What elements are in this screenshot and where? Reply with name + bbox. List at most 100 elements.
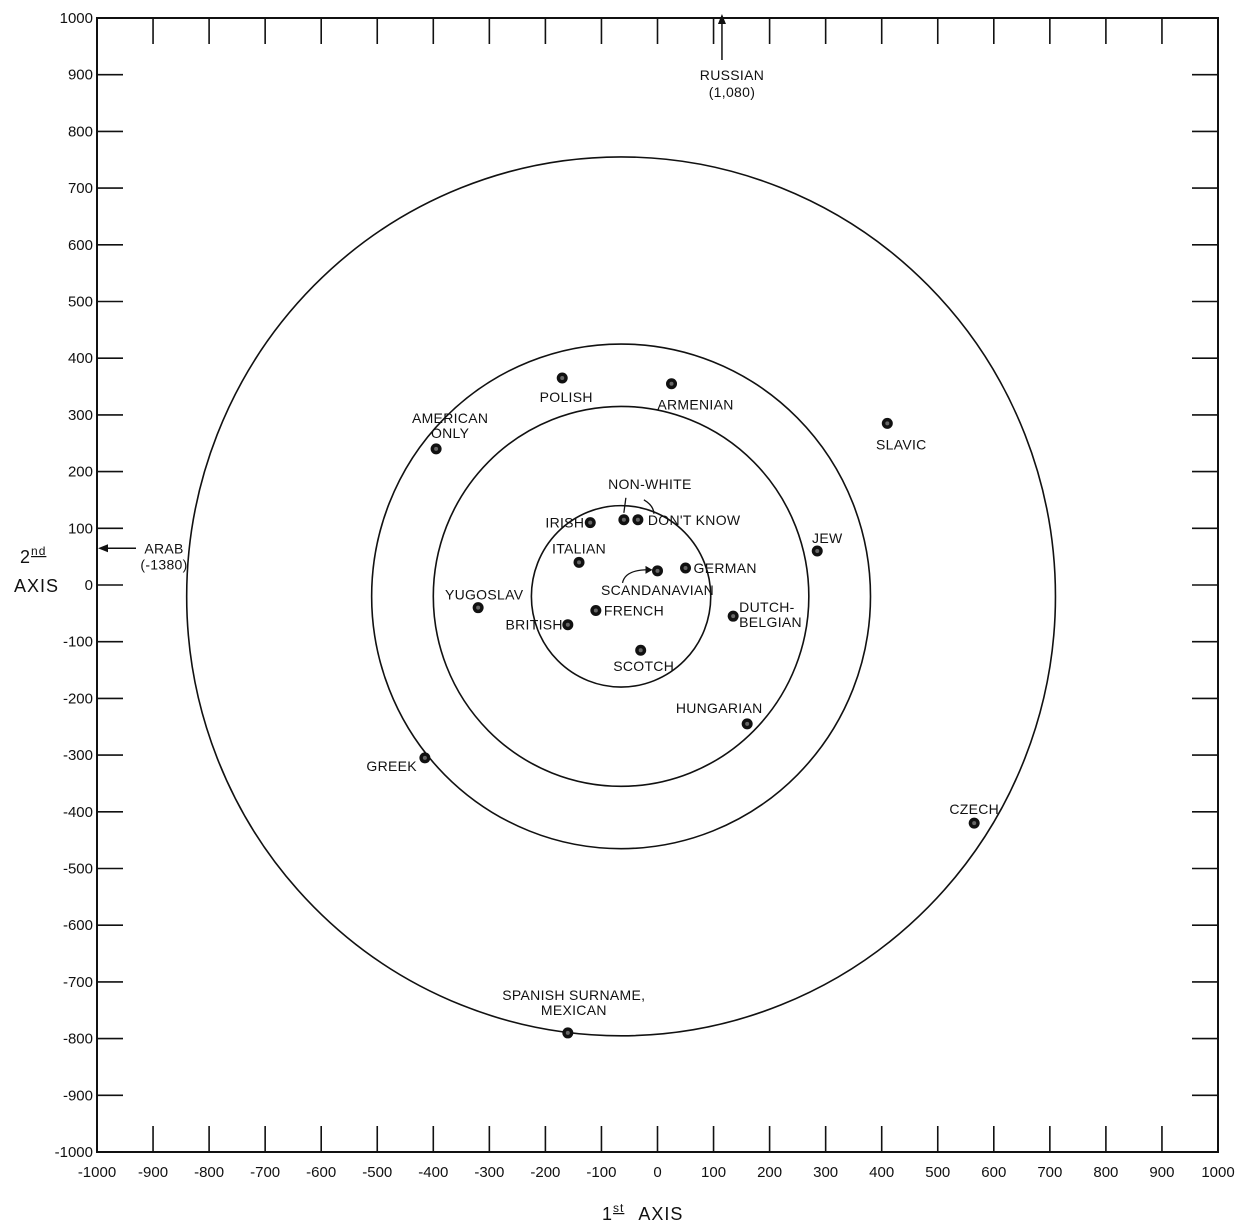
offscale-label: RUSSIAN (1,080) xyxy=(700,67,764,100)
data-point-center xyxy=(669,381,674,386)
y-tick-label: -400 xyxy=(63,804,93,821)
y-tick-label: 400 xyxy=(68,350,93,367)
x-tick-label: -400 xyxy=(418,1164,448,1181)
x-tick-label: 0 xyxy=(653,1164,661,1181)
x-tick-label: 1000 xyxy=(1201,1164,1234,1181)
data-point-center xyxy=(655,568,660,573)
y-axis-title-sup: nd xyxy=(31,544,46,558)
y-tick-label: -100 xyxy=(63,634,93,651)
data-point-group: GERMAN xyxy=(680,560,757,576)
y-tick-label: -300 xyxy=(63,747,93,764)
point-label: NON-WHITE xyxy=(608,476,692,492)
x-tick-label: 100 xyxy=(701,1164,726,1181)
data-point-center xyxy=(745,721,750,726)
point-label: BRITISH xyxy=(505,617,562,633)
y-tick-label: 300 xyxy=(68,407,93,424)
x-axis-title-main: 1 xyxy=(602,1204,613,1224)
offscale-label-line: RUSSIAN xyxy=(700,67,764,83)
point-label: GERMAN xyxy=(694,560,757,576)
point-label: ITALIAN xyxy=(552,540,606,556)
leader-arrowhead xyxy=(645,565,653,574)
data-point-group: YUGOSLAV xyxy=(445,587,524,614)
data-point-group: SLAVIC xyxy=(876,417,927,452)
x-tick-label: -100 xyxy=(586,1164,616,1181)
point-label-line: ONLY xyxy=(431,425,470,441)
data-point-center xyxy=(621,517,626,522)
point-label: IRISH xyxy=(545,515,584,531)
offscale-label-line: (1,080) xyxy=(709,84,755,100)
point-label: POLISH xyxy=(540,389,593,405)
point-label-line: BELGIAN xyxy=(739,614,802,630)
point-label-line: BRITISH xyxy=(505,617,562,633)
point-label: CZECH xyxy=(949,801,999,817)
y-axis-ticks: 10009008007006005004003002001000-100-200… xyxy=(55,10,1218,1161)
point-label-line: GREEK xyxy=(366,758,417,774)
data-point-group: HUNGARIAN xyxy=(676,700,762,730)
x-tick-label: 600 xyxy=(981,1164,1006,1181)
data-point-group: GREEK xyxy=(366,752,431,774)
y-tick-label: -900 xyxy=(63,1087,93,1104)
x-axis-title: 1st AXIS xyxy=(602,1201,683,1224)
point-label-line: JEW xyxy=(812,530,843,546)
offscale-point: ARAB (-1380) xyxy=(98,540,187,572)
y-tick-label: -800 xyxy=(63,1031,93,1048)
data-point-center xyxy=(635,517,640,522)
y-tick-label: -700 xyxy=(63,974,93,991)
y-tick-label: -600 xyxy=(63,917,93,934)
point-label: SCANDANAVIAN xyxy=(601,582,714,598)
point-label-line: AMERICAN xyxy=(412,410,488,426)
point-label-line: SCANDANAVIAN xyxy=(601,582,714,598)
data-point-group: SCOTCH xyxy=(613,644,674,674)
data-point-center xyxy=(565,622,570,627)
data-point-group: ITALIAN xyxy=(552,540,606,568)
data-point-group: IRISH xyxy=(545,515,596,531)
y-tick-label: -200 xyxy=(63,690,93,707)
x-axis-title-rest: AXIS xyxy=(638,1204,683,1224)
leader-line xyxy=(623,497,627,513)
y-tick-label: 700 xyxy=(68,180,93,197)
data-point-center xyxy=(683,565,688,570)
data-point-center xyxy=(577,560,582,565)
point-label-line: ARMENIAN xyxy=(657,397,733,413)
offscale-label: ARAB (-1380) xyxy=(140,540,187,572)
circle-1 xyxy=(530,504,712,688)
offscale-arrowhead xyxy=(717,14,726,24)
data-point-center xyxy=(476,605,481,610)
data-point-group: BRITISH xyxy=(505,617,574,633)
y-tick-label: 500 xyxy=(68,294,93,311)
point-label-line: NON-WHITE xyxy=(608,476,692,492)
x-tick-label: 300 xyxy=(813,1164,838,1181)
y-axis-title-line2: AXIS xyxy=(14,576,59,596)
point-label: FRENCH xyxy=(604,603,664,619)
point-label-line: DON'T KNOW xyxy=(648,512,741,528)
data-point-group: FRENCH xyxy=(590,603,664,619)
data-points: POLISH ARMENIAN AMERICAN ONLY SLAVIC NON-WHIT… xyxy=(366,372,999,1039)
x-tick-label: -1000 xyxy=(78,1164,116,1181)
data-point-group: DON'T KNOW xyxy=(632,512,741,528)
y-tick-label: 0 xyxy=(85,577,93,594)
x-tick-label: 200 xyxy=(757,1164,782,1181)
x-tick-label: -200 xyxy=(530,1164,560,1181)
point-label: SPANISH SURNAME, MEXICAN xyxy=(502,987,645,1018)
point-label-line: IRISH xyxy=(545,515,584,531)
x-tick-label: -800 xyxy=(194,1164,224,1181)
y-tick-label: 600 xyxy=(68,237,93,254)
data-point-center xyxy=(593,608,598,613)
point-label: SCOTCH xyxy=(613,658,674,674)
y-tick-label: 1000 xyxy=(60,10,93,27)
point-label: SLAVIC xyxy=(876,436,927,452)
offscale-point: RUSSIAN (1,080) xyxy=(700,14,764,100)
y-tick-label: 200 xyxy=(68,464,93,481)
point-label-line: MEXICAN xyxy=(541,1002,607,1018)
y-tick-label: -500 xyxy=(63,861,93,878)
data-point-group: ARMENIAN xyxy=(657,378,733,413)
point-label-line: SPANISH SURNAME, xyxy=(502,987,645,1003)
point-label: YUGOSLAV xyxy=(445,587,524,603)
x-tick-label: -500 xyxy=(362,1164,392,1181)
data-point-center xyxy=(638,648,643,653)
offscale-label-line: ARAB xyxy=(144,540,183,556)
x-tick-label: -600 xyxy=(306,1164,336,1181)
data-point-group: CZECH xyxy=(949,801,999,829)
circle-2 xyxy=(432,405,810,788)
